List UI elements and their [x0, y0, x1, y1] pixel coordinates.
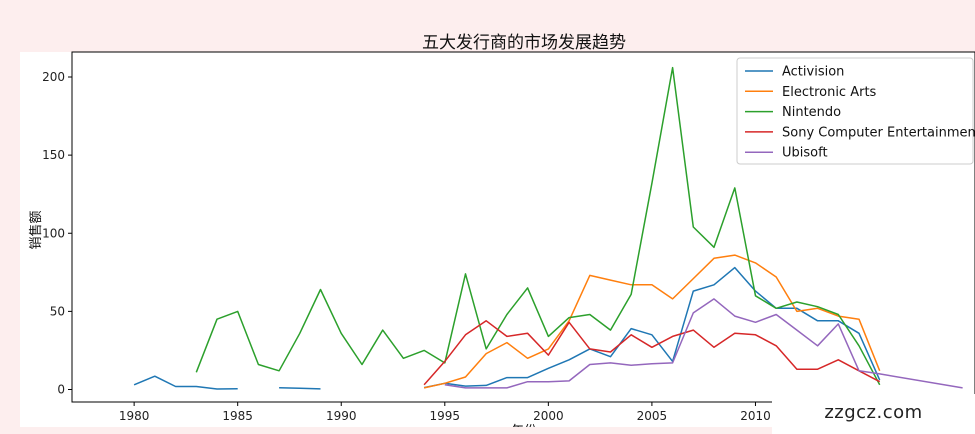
watermark-text: zzgcz.com: [824, 402, 923, 423]
series-line-ubisoft: [444, 298, 963, 389]
chart-title: 五大发行商的市场发展趋势: [422, 33, 626, 53]
legend-box: [736, 57, 974, 165]
legend-label-sony-computer-entertainment: Sony Computer Entertainment: [782, 125, 975, 140]
y-tick-label: 150: [42, 148, 65, 162]
x-tick-label: 1985: [222, 409, 253, 423]
legend-label-activision: Activision: [782, 65, 844, 80]
y-tick-label: 0: [57, 383, 65, 397]
legend-label-nintendo: Nintendo: [782, 105, 841, 120]
x-axis: 1980 1985 1990 1995 2000 2005 2010: [119, 402, 771, 423]
series-line-activision: [133, 266, 881, 390]
x-tick-label: 2010: [740, 409, 771, 423]
y-tick-label: 50: [50, 304, 65, 318]
y-tick-label: 100: [42, 226, 65, 240]
legend-label-ubisoft: Ubisoft: [782, 146, 828, 161]
series-line-sony-computer-entertainment: [423, 320, 881, 386]
series-line-nintendo: [195, 66, 881, 386]
x-axis-title: 年份: [511, 424, 537, 427]
y-tick-label: 200: [42, 70, 65, 84]
y-axis: 0 50 100 150 200: [42, 70, 72, 397]
legend-label-electronic-arts: Electronic Arts: [782, 85, 877, 100]
y-axis-title: 销售额: [28, 210, 44, 249]
x-tick-label: 2000: [533, 409, 564, 423]
legend: Activision Electronic Arts Nintendo Sony Co…: [736, 57, 975, 165]
x-tick-label: 1995: [430, 409, 461, 423]
series-line-electronic-arts: [423, 254, 881, 389]
x-tick-label: 1990: [326, 409, 357, 423]
x-tick-label: 2005: [637, 409, 668, 423]
series-lines: [133, 66, 963, 390]
watermark: zzgcz.com: [772, 394, 975, 434]
x-tick-label: 1980: [119, 409, 150, 423]
